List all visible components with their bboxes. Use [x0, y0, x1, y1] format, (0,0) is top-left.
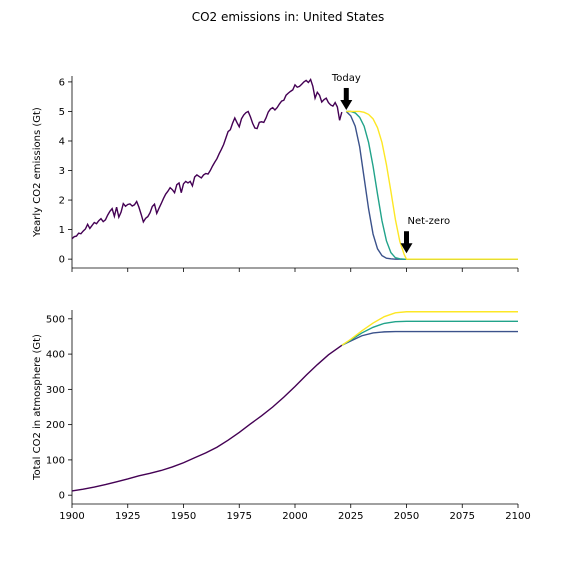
- y-axis-label: Yearly CO2 emissions (Gt): [32, 107, 43, 238]
- scenario-line-3: [341, 311, 518, 346]
- y-tick-label: 5: [59, 107, 65, 118]
- x-tick-label: 2100: [505, 511, 530, 522]
- y-tick-label: 6: [59, 77, 65, 88]
- y-tick-label: 100: [46, 455, 65, 466]
- annotation-label: Today: [331, 73, 361, 84]
- y-tick-label: 400: [46, 350, 65, 361]
- top-axes-emissions: 0 1 2 3 4 5 6 Yearly CO2 emissions (Gt) Today Net…: [32, 73, 519, 272]
- scenario-line-1: [345, 110, 518, 260]
- x-tick-label: 2050: [394, 511, 419, 522]
- scenario-line-3: [346, 110, 518, 260]
- bottom-axes-atmosphere: 0 100 200 300 400 500 1900 1925 1950 1975 2000 2025…: [32, 310, 531, 522]
- x-tick-label: 2000: [282, 511, 307, 522]
- y-tick-label: 300: [46, 385, 65, 396]
- x-tick-label: 2075: [450, 511, 475, 522]
- scenario-line-2: [341, 320, 518, 346]
- y-axis-label: Total CO2 in atmosphere (Gt): [32, 334, 43, 481]
- y-tick-label: 1: [59, 225, 65, 236]
- y-tick-label: 4: [59, 136, 65, 147]
- x-tick-label: 1975: [227, 511, 252, 522]
- y-tick-label: 0: [59, 255, 65, 266]
- scenario-line-2: [346, 110, 518, 260]
- net-zero-annotation: Net-zero: [400, 216, 451, 254]
- historical-line: [71, 78, 343, 240]
- figure-title: CO2 emissions in: United States: [191, 10, 385, 24]
- arrow-head-icon: [400, 243, 413, 254]
- y-tick-label: 500: [46, 314, 65, 325]
- annotation-label: Net-zero: [408, 216, 451, 227]
- y-tick-label: 3: [59, 166, 65, 177]
- scenario-line-1: [341, 330, 518, 346]
- x-tick-label: 1950: [171, 511, 196, 522]
- arrow-shaft: [404, 231, 409, 245]
- historical-line: [71, 344, 343, 492]
- x-tick-label: 1900: [59, 511, 84, 522]
- y-tick-label: 0: [59, 491, 65, 502]
- today-annotation: Today: [331, 73, 361, 110]
- arrow-head-icon: [340, 99, 353, 110]
- x-tick-label: 2025: [338, 511, 363, 522]
- x-tick-label: 1925: [115, 511, 140, 522]
- y-tick-label: 2: [59, 196, 65, 207]
- arrow-shaft: [343, 87, 349, 101]
- y-tick-label: 200: [46, 420, 65, 431]
